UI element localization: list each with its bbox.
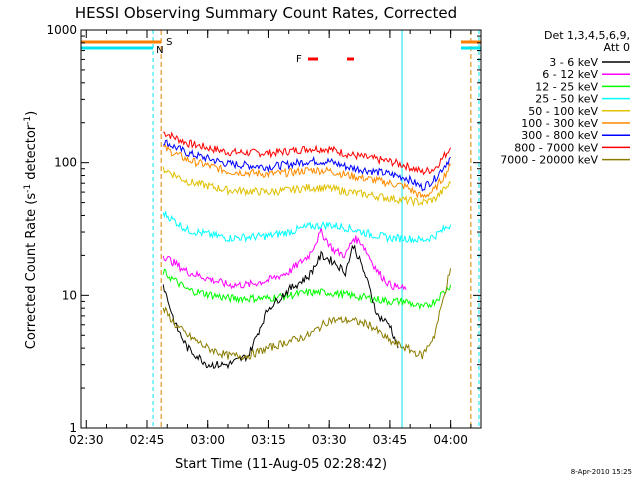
legend-entry-label: 6 - 12 keV bbox=[542, 68, 598, 81]
x-tick-label: 03:15 bbox=[251, 433, 286, 447]
legend-entry-label: 7000 - 20000 keV bbox=[500, 154, 598, 167]
series-line bbox=[163, 131, 452, 176]
axes: 1 10 100 1000 02:30 02:45 03:00 03:15 03:30 03:45… bbox=[46, 23, 481, 447]
observing-markers: SN F bbox=[80, 30, 481, 428]
legend-entry-label: 12 - 25 keV bbox=[535, 80, 598, 93]
legend-entry-label: 50 - 100 keV bbox=[528, 105, 598, 118]
saa-flag-label: S bbox=[166, 37, 172, 48]
series-line bbox=[162, 166, 451, 208]
night-flag-label: N bbox=[156, 45, 163, 56]
legend-header-line2: Att 0 bbox=[604, 41, 630, 54]
chart-title: HESSI Observing Summary Count Rates, Cor… bbox=[75, 4, 457, 22]
x-axis-label: Start Time (11-Aug-05 02:28:42) bbox=[175, 457, 387, 472]
series-line bbox=[162, 228, 407, 291]
series-line bbox=[162, 268, 452, 361]
y-tick-label: 100 bbox=[54, 156, 77, 170]
footer-date: 8-Apr-2010 15:25 bbox=[571, 468, 632, 476]
series-line bbox=[162, 144, 452, 199]
legend-entry-label: 3 - 6 keV bbox=[549, 56, 598, 69]
y-tick-label: 10 bbox=[62, 288, 77, 302]
legend-entry-label: 800 - 7000 keV bbox=[514, 141, 598, 154]
flare-flag-label: F bbox=[296, 54, 302, 65]
y-tick-label: 1 bbox=[69, 421, 77, 435]
legend-entry-label: 100 - 300 keV bbox=[521, 117, 598, 130]
x-tick-label: 04:00 bbox=[433, 433, 468, 447]
plot-frame bbox=[80, 29, 482, 429]
x-tick-label: 02:45 bbox=[130, 433, 165, 447]
x-tick-label: 03:30 bbox=[312, 433, 347, 447]
series-line bbox=[163, 139, 451, 192]
x-tick-label: 03:00 bbox=[190, 433, 225, 447]
x-tick-label: 02:30 bbox=[69, 433, 104, 447]
series-line bbox=[162, 268, 452, 311]
series-line bbox=[162, 244, 399, 370]
x-tick-label: 03:45 bbox=[373, 433, 408, 447]
series-line bbox=[162, 211, 452, 244]
y-axis-label: Corrected Count Rate (s-1 detector-1) bbox=[23, 111, 39, 349]
y-tick-label: 1000 bbox=[46, 23, 77, 37]
legend-header-line1: Det 1,3,4,5,6,9, bbox=[544, 29, 630, 42]
series-lines bbox=[162, 131, 452, 370]
legend-entry-label: 300 - 800 keV bbox=[521, 129, 598, 142]
legend-entry-label: 25 - 50 keV bbox=[535, 93, 598, 106]
